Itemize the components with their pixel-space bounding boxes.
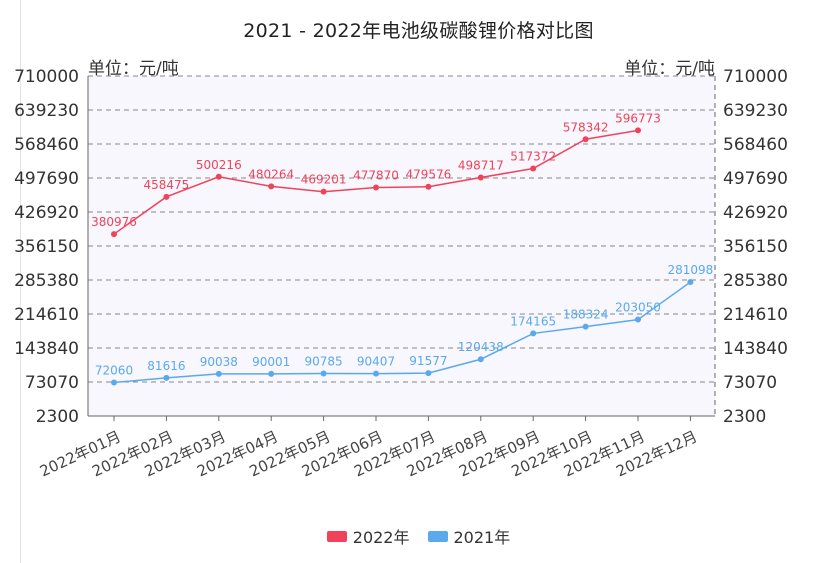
data-label: 596773 (615, 111, 661, 125)
data-label: 578342 (563, 120, 609, 134)
y-tick-right: 214610 (723, 305, 788, 325)
data-point (215, 370, 222, 377)
data-label: 90001 (252, 355, 290, 369)
data-point (425, 183, 432, 190)
y-tick-left: 426920 (14, 203, 79, 223)
y-tick-left: 2300 (36, 407, 79, 427)
y-tick-right: 568460 (723, 135, 788, 155)
data-label: 72060 (95, 363, 133, 377)
y-tick-left: 710000 (14, 67, 79, 87)
data-point (215, 173, 222, 180)
data-label: 90038 (200, 355, 238, 369)
data-point (687, 279, 694, 286)
y-tick-right: 285380 (723, 271, 788, 291)
data-point (530, 330, 537, 337)
y-tick-left: 143840 (14, 339, 79, 359)
data-point (163, 374, 170, 381)
data-label: 477870 (353, 169, 399, 183)
legend-swatch-2021 (427, 530, 448, 542)
data-label: 517372 (510, 150, 556, 164)
data-point (635, 127, 641, 134)
data-label: 91577 (409, 354, 447, 368)
series-line-2021年 (113, 281, 691, 384)
data-label: 479576 (405, 168, 451, 182)
chart-title: 2021 - 2022年电池级碳酸锂价格对比图 (243, 20, 594, 42)
data-point (477, 174, 484, 181)
y-tick-left: 639230 (14, 101, 79, 121)
data-label: 458475 (143, 178, 189, 192)
data-label: 90407 (357, 355, 395, 369)
data-point (582, 323, 589, 330)
data-label: 500216 (196, 158, 242, 172)
y-tick-left: 497690 (14, 169, 79, 189)
data-label: 498717 (458, 159, 504, 173)
data-point (373, 370, 379, 377)
legend: 2022年 2021年 (0, 524, 837, 548)
data-point (111, 379, 117, 386)
data-point (373, 184, 379, 191)
data-point (425, 370, 432, 377)
y-tick-left: 214610 (14, 305, 79, 325)
data-label: 188324 (563, 308, 609, 322)
y-tick-right: 143840 (723, 339, 788, 359)
data-label: 120438 (458, 340, 504, 354)
legend-label-2022: 2022年 (352, 528, 410, 547)
legend-swatch-2022 (326, 530, 347, 542)
legend-item-2022[interactable]: 2022年 (326, 524, 410, 548)
data-point (268, 183, 275, 190)
y-tick-left: 285380 (14, 271, 79, 291)
y-tick-left: 73070 (25, 373, 79, 393)
data-point (268, 370, 275, 377)
data-point (111, 231, 117, 238)
y-tick-right: 426920 (723, 203, 788, 223)
data-label: 81616 (147, 359, 185, 373)
data-label: 281098 (667, 263, 713, 277)
y-tick-left: 356150 (14, 237, 79, 257)
y-tick-left: 568460 (14, 135, 79, 155)
data-label: 203050 (615, 301, 661, 315)
data-point (320, 370, 327, 377)
y-tick-right: 2300 (723, 407, 766, 427)
y-unit-left: 单位：元/吨 (88, 59, 179, 79)
data-label: 469201 (301, 173, 347, 187)
data-point (163, 193, 170, 200)
data-label: 480264 (248, 167, 294, 181)
y-tick-right: 497690 (723, 169, 788, 189)
data-point (582, 136, 589, 143)
data-label: 380976 (91, 215, 137, 229)
y-unit-right: 单位：元/吨 (624, 59, 715, 79)
legend-label-2021: 2021年 (453, 528, 511, 547)
data-point (530, 165, 537, 172)
data-label: 90785 (305, 354, 343, 368)
legend-item-2021[interactable]: 2021年 (427, 524, 511, 548)
data-point (320, 188, 327, 195)
y-tick-right: 73070 (723, 373, 777, 393)
data-point (635, 316, 641, 323)
y-tick-right: 356150 (723, 237, 788, 257)
y-tick-right: 639230 (723, 101, 788, 121)
data-point (477, 356, 484, 363)
data-label: 174165 (510, 314, 556, 328)
y-tick-right: 710000 (723, 67, 788, 87)
